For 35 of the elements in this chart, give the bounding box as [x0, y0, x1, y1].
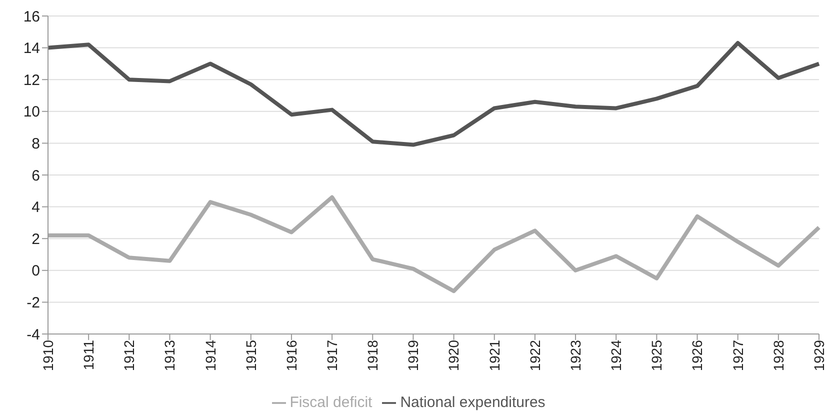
x-tick-label: 1912 [121, 340, 138, 372]
y-tick-label: -4 [26, 326, 40, 344]
legend-label: National expenditures [400, 394, 546, 411]
x-tick-label: 1917 [324, 340, 340, 372]
x-tick-label: 1918 [364, 340, 381, 372]
y-tick-label: 6 [32, 167, 40, 184]
y-tick-label: 14 [23, 40, 40, 58]
x-tick-label: 1924 [608, 340, 624, 372]
y-tick-label: 2 [32, 230, 40, 248]
x-tick-label: 1922 [526, 340, 543, 372]
x-tick-label: 1929 [810, 340, 827, 372]
x-tick-label: 1920 [446, 340, 462, 372]
y-tick-label: -2 [26, 294, 40, 312]
y-tick-label: 0 [32, 262, 40, 280]
x-tick-label: 1910 [40, 340, 56, 372]
x-tick-label: 1925 [648, 340, 665, 372]
x-tick-label: 1916 [283, 340, 300, 372]
y-tick-label: 16 [23, 8, 40, 26]
x-tick-label: 1923 [567, 340, 584, 372]
y-tick-label: 4 [32, 199, 40, 216]
x-tick-label: 1926 [689, 340, 706, 372]
y-tick-label: 10 [23, 104, 40, 121]
line-series [46, 41, 821, 147]
x-tick-label: 1913 [162, 340, 178, 372]
legend-label: Fiscal deficit [290, 394, 372, 411]
line-series [46, 195, 821, 294]
x-tick-label: 1921 [486, 340, 502, 372]
x-tick-label: 1919 [405, 340, 422, 372]
x-tick-label: 1914 [202, 340, 218, 372]
x-tick-label: 1911 [80, 340, 97, 370]
y-tick-label: 12 [23, 72, 40, 89]
x-tick-label: 1927 [730, 340, 746, 372]
x-tick-label: 1928 [770, 340, 786, 372]
x-tick-label: 1915 [242, 340, 259, 372]
y-tick-label: 8 [32, 136, 40, 153]
